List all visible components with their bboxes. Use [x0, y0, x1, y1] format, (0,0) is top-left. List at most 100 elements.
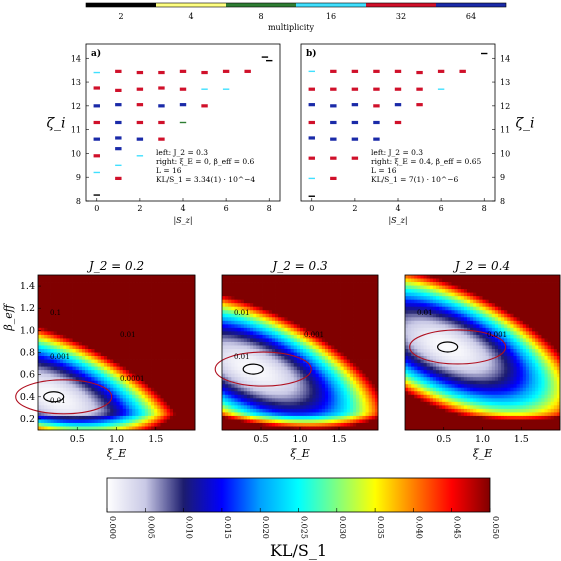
heatmap-cell — [265, 278, 270, 283]
heatmap-cell — [321, 419, 326, 424]
heatmap-cell — [290, 306, 295, 311]
heatmap-cell — [420, 398, 424, 403]
heatmap-cell — [225, 359, 229, 364]
heatmap-cell — [169, 426, 174, 431]
heatmap-cell — [423, 327, 428, 332]
contour-label: 0.01 — [120, 331, 136, 339]
heatmap-cell — [176, 303, 180, 308]
heatmap-cell — [318, 296, 323, 301]
heatmap-cell — [129, 412, 133, 417]
heatmap-cell — [166, 324, 171, 329]
heatmap-cell — [72, 313, 77, 318]
heatmap-cell — [246, 422, 251, 427]
heatmap-cell — [309, 282, 313, 286]
heatmap-cell — [185, 324, 190, 329]
heatmap-cell — [411, 345, 415, 350]
heatmap-cell — [85, 320, 89, 325]
heatmap-cell — [125, 306, 130, 311]
heatmap-cell — [318, 278, 323, 283]
heatmap-cell — [38, 338, 42, 343]
heatmap-cell — [85, 359, 89, 364]
heatmap-cell — [185, 327, 190, 332]
heatmap-cell — [188, 348, 193, 353]
heatmap-cell — [182, 384, 186, 389]
heatmap-cell — [359, 415, 363, 420]
multiplicity-label: multiplicity — [268, 23, 315, 32]
energy-level-mark — [373, 87, 380, 91]
heatmap-cell — [125, 412, 130, 417]
heatmap-cell — [88, 320, 92, 325]
heatmap-cell — [63, 345, 67, 350]
heatmap-cell — [147, 387, 152, 392]
heatmap-cell — [125, 352, 130, 357]
heatmap-cell — [240, 373, 245, 378]
heatmap-cell — [163, 278, 168, 283]
heatmap-cell — [368, 412, 373, 417]
heatmap-cell — [353, 391, 357, 396]
heatmap-cell — [284, 415, 288, 420]
heatmap-cell — [356, 331, 360, 336]
heatmap-cell — [113, 345, 117, 350]
heatmap-cell — [237, 345, 242, 350]
heatmap-cell — [91, 306, 95, 311]
heatmap-cell — [250, 426, 254, 431]
heatmap-cell — [309, 415, 313, 420]
heatmap-cell — [420, 306, 424, 311]
heatmap-cell — [359, 391, 363, 396]
heatmap-cell — [163, 289, 168, 294]
heatmap-cell — [182, 278, 186, 283]
heatmap-cell — [138, 292, 143, 297]
heatmap-cell — [169, 331, 174, 336]
heatmap-cell — [368, 303, 373, 308]
heatmap-cell — [309, 384, 313, 389]
energy-level-mark — [93, 137, 100, 141]
heatmap-cell — [63, 313, 67, 318]
heatmap-cell — [176, 275, 180, 279]
heatmap-cell — [368, 419, 373, 424]
heatmap-cell — [81, 384, 86, 389]
heatmap-cell — [141, 380, 146, 385]
heatmap-cell — [63, 405, 67, 410]
heatmap-cell — [56, 296, 61, 301]
heatmap-cell — [94, 405, 99, 410]
heatmap-cell — [179, 310, 183, 315]
heatmap-cell — [173, 363, 177, 367]
heatmap-cell — [337, 415, 341, 420]
heatmap-cell — [113, 306, 117, 311]
heatmap-cell — [222, 384, 226, 389]
heatmap-cell — [423, 359, 428, 364]
heatmap-cell — [256, 285, 260, 290]
heatmap-cell — [129, 334, 133, 339]
heatmap-cell — [324, 366, 329, 371]
heatmap-cell — [222, 345, 226, 350]
heatmap-cell — [315, 398, 320, 403]
heatmap-cell — [414, 334, 418, 339]
heatmap-cell — [169, 282, 174, 286]
heatmap-cell — [353, 370, 357, 375]
heatmap-cell — [346, 398, 351, 403]
heatmap-cell — [331, 391, 335, 396]
heatmap-cell — [160, 345, 164, 350]
heatmap-cell — [38, 391, 42, 396]
heatmap-cell — [417, 387, 421, 392]
heatmap-cell — [309, 327, 313, 332]
heatmap-cell — [69, 405, 73, 410]
heatmap-cell — [41, 370, 45, 375]
heatmap-cell — [38, 303, 42, 308]
heatmap-cell — [154, 331, 158, 336]
heatmap-cell — [243, 282, 248, 286]
heatmap-cell — [420, 313, 424, 318]
heatmap-cell — [59, 405, 64, 410]
heatmap-cell — [157, 401, 161, 406]
heatmap-cell — [343, 370, 348, 375]
heatmap-cell — [169, 352, 174, 357]
heatmap-cell — [69, 338, 73, 343]
heatmap-cell — [414, 412, 418, 417]
heatmap-cell — [191, 285, 196, 290]
heatmap-cell — [72, 412, 77, 417]
heatmap-cell — [371, 398, 376, 403]
heatmap-cell — [281, 356, 285, 360]
heatmap-cell — [41, 317, 45, 322]
heatmap-cell — [176, 359, 180, 364]
heatmap-cell — [309, 391, 313, 396]
